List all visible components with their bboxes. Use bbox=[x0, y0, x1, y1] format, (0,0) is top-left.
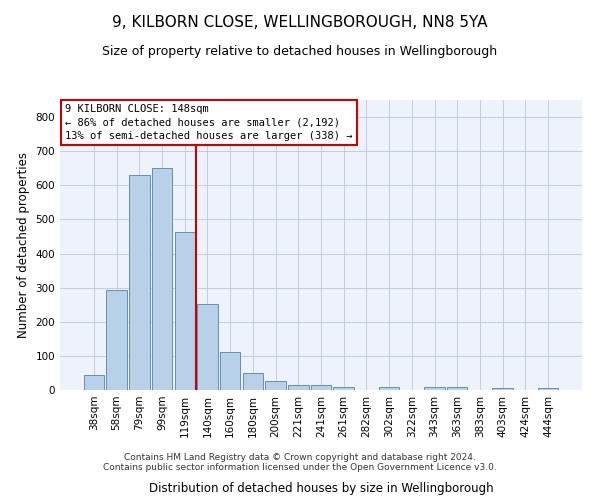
Bar bbox=[334, 388, 354, 390]
Text: Contains HM Land Registry data © Crown copyright and database right 2024.
Contai: Contains HM Land Registry data © Crown c… bbox=[103, 453, 497, 472]
Bar bbox=[152, 168, 172, 390]
Bar bbox=[379, 388, 400, 390]
Bar bbox=[538, 388, 558, 390]
Text: Distribution of detached houses by size in Wellingborough: Distribution of detached houses by size … bbox=[149, 482, 493, 495]
Bar bbox=[311, 385, 331, 390]
Y-axis label: Number of detached properties: Number of detached properties bbox=[17, 152, 30, 338]
Bar bbox=[175, 232, 195, 390]
Bar bbox=[197, 304, 218, 390]
Text: 9, KILBORN CLOSE, WELLINGBOROUGH, NN8 5YA: 9, KILBORN CLOSE, WELLINGBOROUGH, NN8 5Y… bbox=[112, 15, 488, 30]
Text: 9 KILBORN CLOSE: 148sqm
← 86% of detached houses are smaller (2,192)
13% of semi: 9 KILBORN CLOSE: 148sqm ← 86% of detache… bbox=[65, 104, 353, 141]
Bar bbox=[447, 388, 467, 390]
Bar bbox=[493, 388, 513, 390]
Bar bbox=[265, 381, 286, 390]
Bar bbox=[242, 373, 263, 390]
Bar bbox=[129, 174, 149, 390]
Text: Size of property relative to detached houses in Wellingborough: Size of property relative to detached ho… bbox=[103, 45, 497, 58]
Bar bbox=[288, 385, 308, 390]
Bar bbox=[220, 352, 241, 390]
Bar bbox=[424, 388, 445, 390]
Bar bbox=[84, 374, 104, 390]
Bar bbox=[106, 290, 127, 390]
